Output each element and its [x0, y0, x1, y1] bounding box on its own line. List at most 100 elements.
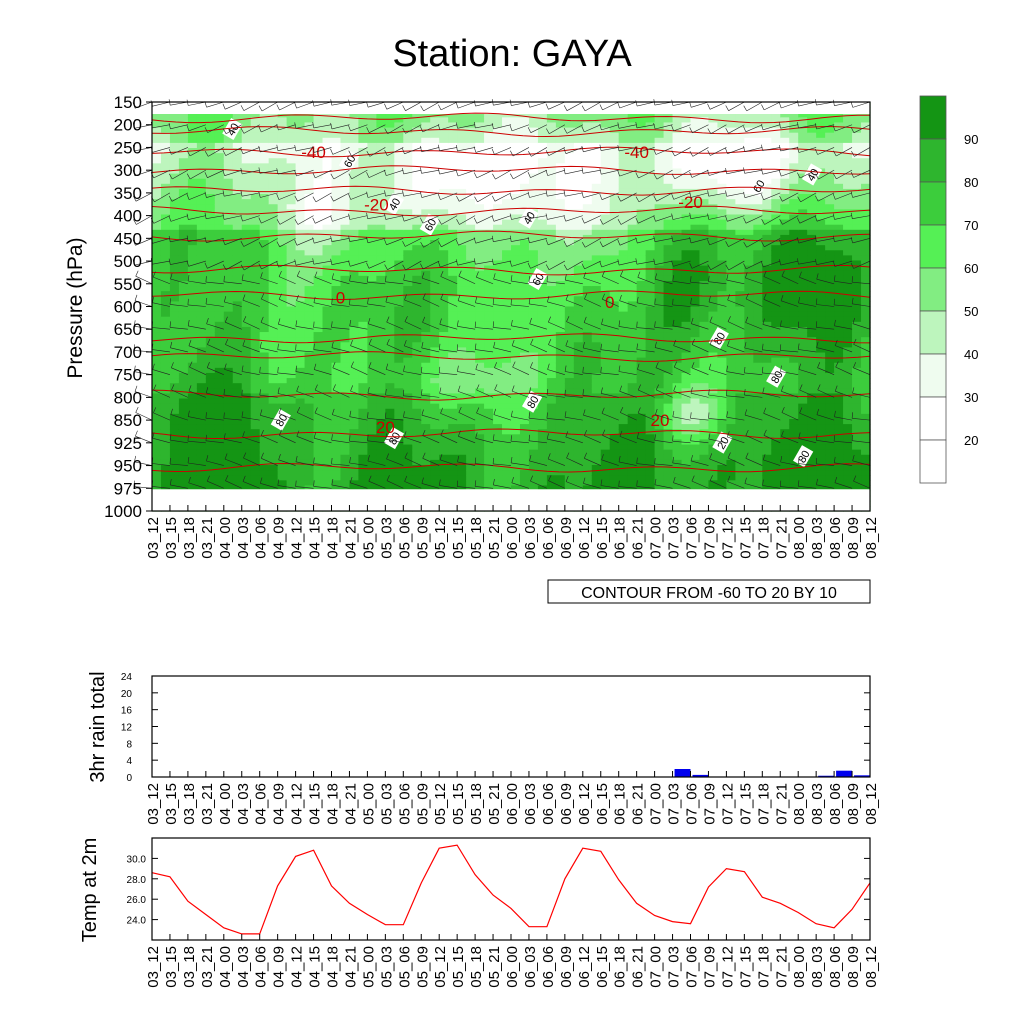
rh-cell	[178, 209, 189, 216]
rh-cell	[331, 372, 342, 379]
rh-cell	[295, 306, 306, 313]
rh-cell	[672, 475, 683, 481]
rh-cell	[493, 378, 503, 384]
rh-cell	[645, 439, 656, 446]
rh-cell	[681, 127, 692, 134]
rh-cell	[340, 122, 351, 129]
rh-cell	[636, 255, 647, 262]
rh-cell	[367, 163, 377, 170]
rh-cell	[627, 459, 638, 466]
rh-cell	[232, 429, 243, 435]
rh-cell	[232, 173, 243, 180]
rh-cell	[645, 459, 656, 466]
rh-cell	[340, 316, 351, 323]
rh-cell	[160, 153, 171, 159]
rh-cell	[223, 398, 234, 405]
rh-cell	[178, 362, 189, 369]
rh-cell	[484, 204, 494, 210]
rh-cell	[609, 418, 620, 425]
rh-cell	[448, 245, 458, 251]
rh-cell	[609, 311, 620, 318]
rh-cell	[358, 475, 368, 481]
rh-cell	[475, 434, 485, 441]
rh-cell	[421, 321, 431, 328]
rh-cell	[466, 352, 476, 359]
rh-cell	[475, 234, 485, 241]
rh-cell	[178, 388, 189, 395]
rh-cell	[690, 454, 701, 461]
rh-cell	[169, 224, 180, 231]
rh-cell	[331, 475, 342, 481]
rh-cell	[475, 132, 485, 139]
rh-cell	[439, 219, 449, 226]
rh-cell	[313, 229, 324, 236]
rh-cell	[367, 204, 377, 210]
rh-cell	[295, 229, 306, 236]
rh-cell	[403, 122, 413, 129]
rh-cell	[376, 112, 386, 118]
rh-cell	[223, 449, 234, 456]
rh-cell	[250, 449, 261, 456]
rh-cell	[250, 352, 261, 359]
rh-cell	[241, 270, 252, 277]
rh-cell	[681, 306, 692, 313]
rh-cell	[367, 214, 377, 221]
rh-cell	[439, 408, 449, 415]
rh-cell	[376, 342, 386, 348]
rh-cell	[475, 137, 485, 144]
rh-cell	[493, 439, 503, 446]
rh-cell	[699, 485, 710, 492]
rh-cell	[322, 132, 333, 139]
rh-cell	[385, 301, 395, 308]
rh-cell	[564, 142, 575, 149]
rh-cell	[466, 424, 476, 430]
rh-cell	[663, 199, 674, 205]
rh-cell	[555, 173, 566, 180]
rh-cell	[564, 362, 575, 369]
rh-cell	[699, 296, 710, 302]
rh-cell	[322, 250, 333, 256]
rh-cell	[241, 234, 252, 241]
rh-cell	[466, 229, 476, 236]
rh-cell	[214, 372, 225, 379]
rh-cell	[313, 342, 324, 348]
rh-cell	[214, 403, 225, 410]
rh-cell	[600, 137, 611, 144]
rh-cell	[304, 403, 315, 410]
rh-cell	[313, 434, 324, 441]
rh-cell	[205, 188, 216, 195]
rh-cell	[169, 229, 180, 236]
rh-cell	[322, 418, 333, 425]
rh-cell	[466, 408, 476, 415]
rh-cell	[196, 142, 207, 149]
rh-cell	[313, 326, 324, 333]
rh-cell	[169, 194, 180, 200]
rh-cell	[663, 188, 674, 195]
rh-cell	[178, 352, 189, 359]
rh-cell	[349, 429, 360, 435]
rh-cell	[573, 178, 584, 185]
rh-cell	[178, 204, 189, 210]
rh-cell	[268, 413, 279, 420]
rh-cell	[322, 286, 333, 292]
rh-cell	[196, 112, 207, 118]
rh-cell	[152, 362, 162, 369]
rh-cell	[555, 301, 566, 308]
rh-cell	[152, 153, 162, 159]
rh-cell	[205, 229, 216, 236]
rh-cell	[672, 265, 683, 272]
rh-cell	[403, 475, 413, 481]
rh-cell	[169, 112, 180, 118]
rh-cell	[448, 219, 458, 226]
rh-cell	[277, 245, 288, 251]
rh-cell	[537, 301, 548, 308]
rh-cell	[663, 260, 674, 267]
rh-cell	[600, 306, 611, 313]
rh-cell	[546, 199, 557, 205]
rh-cell	[457, 265, 467, 272]
rh-cell	[690, 260, 701, 267]
rh-cell	[259, 357, 270, 364]
rh-cell	[169, 209, 180, 216]
rh-cell	[457, 347, 467, 354]
